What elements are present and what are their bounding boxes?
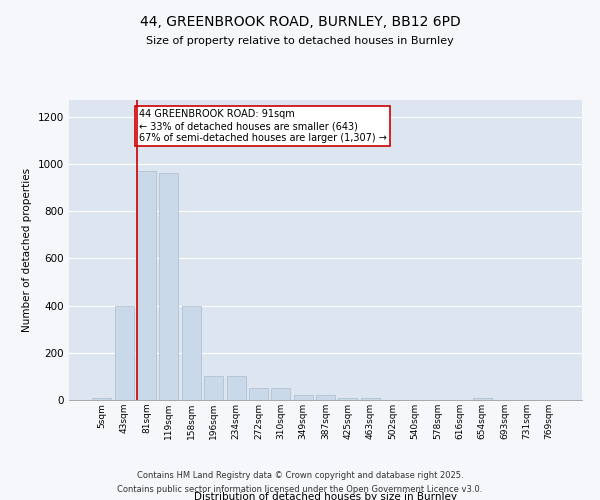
Bar — [361, 398, 380, 400]
Bar — [338, 398, 358, 400]
Bar — [227, 376, 245, 400]
Text: Contains public sector information licensed under the Open Government Licence v3: Contains public sector information licen… — [118, 484, 482, 494]
Text: 44 GREENBROOK ROAD: 91sqm
← 33% of detached houses are smaller (643)
67% of semi: 44 GREENBROOK ROAD: 91sqm ← 33% of detac… — [139, 110, 386, 142]
Bar — [293, 396, 313, 400]
Text: Size of property relative to detached houses in Burnley: Size of property relative to detached ho… — [146, 36, 454, 46]
Bar — [204, 376, 223, 400]
Bar — [316, 396, 335, 400]
Text: 44, GREENBROOK ROAD, BURNLEY, BB12 6PD: 44, GREENBROOK ROAD, BURNLEY, BB12 6PD — [140, 16, 460, 30]
Y-axis label: Number of detached properties: Number of detached properties — [22, 168, 32, 332]
Bar — [137, 171, 156, 400]
Bar — [473, 398, 491, 400]
Text: Contains HM Land Registry data © Crown copyright and database right 2025.: Contains HM Land Registry data © Crown c… — [137, 472, 463, 480]
Bar — [271, 388, 290, 400]
Bar — [182, 306, 201, 400]
Bar — [115, 306, 134, 400]
Bar — [160, 173, 178, 400]
Bar — [92, 398, 112, 400]
X-axis label: Distribution of detached houses by size in Burnley: Distribution of detached houses by size … — [194, 492, 457, 500]
Bar — [249, 388, 268, 400]
